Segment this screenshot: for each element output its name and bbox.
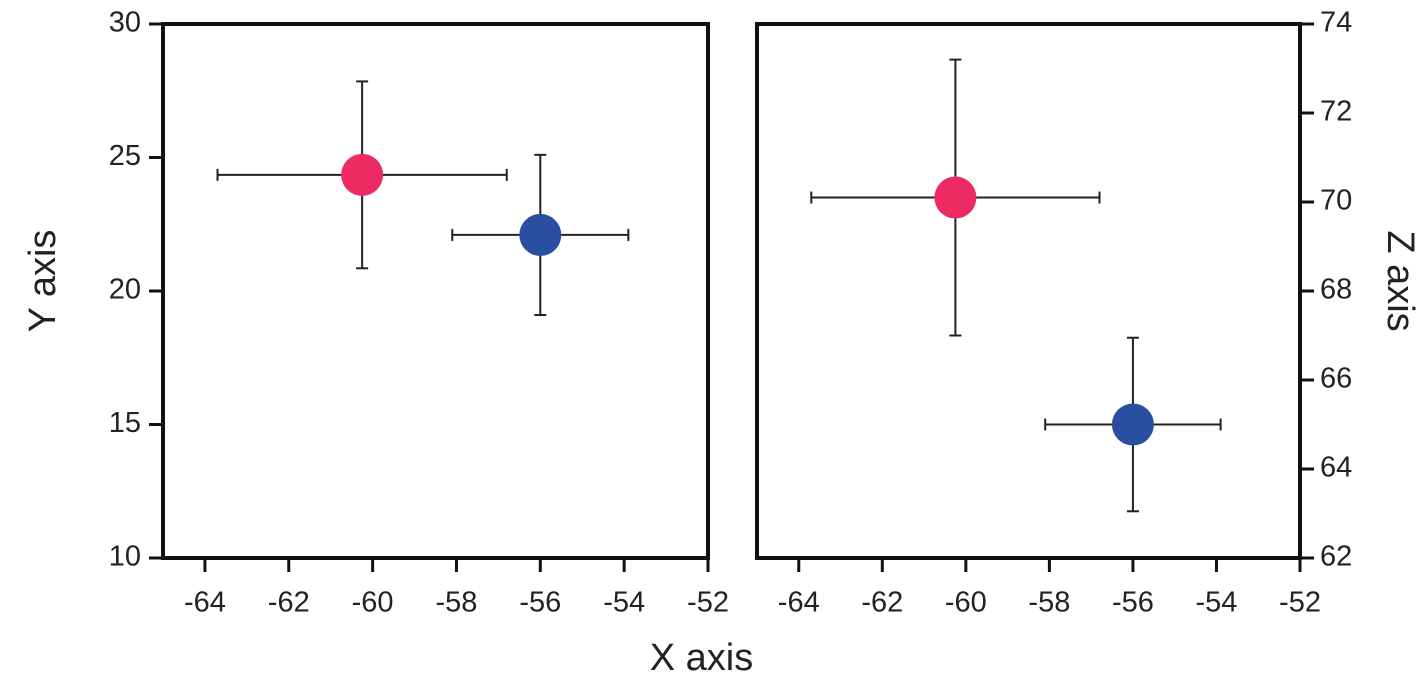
plot-frame [161, 22, 710, 560]
point [519, 213, 562, 256]
plot-frame [755, 22, 1302, 560]
x-tick-label: -52 [687, 587, 729, 619]
x-tick-label: -60 [945, 587, 987, 619]
x-tick-label: -64 [184, 587, 226, 619]
y-tick-label: 25 [109, 140, 141, 172]
x-tick-label: -54 [1196, 587, 1238, 619]
x-axis-label: X axis [650, 637, 753, 679]
x-tick-label: -58 [1028, 587, 1070, 619]
x-tick-label: -56 [519, 587, 561, 619]
y-tick-label: 72 [1320, 96, 1352, 128]
y-tick-label: 70 [1320, 185, 1352, 217]
y-tick-label: 30 [109, 7, 141, 39]
x-tick-label: -62 [268, 587, 310, 619]
x-tick-label: -54 [603, 587, 645, 619]
point [1111, 403, 1154, 446]
x-tick-label: -64 [778, 587, 820, 619]
x-tick-label: -52 [1279, 587, 1321, 619]
x-tick-label: -62 [861, 587, 903, 619]
x-tick-label: -58 [436, 587, 478, 619]
y-tick-label: 10 [109, 541, 141, 573]
y-tick-label: 15 [109, 407, 141, 439]
x-tick-label: -60 [352, 587, 394, 619]
y-tick-label: 66 [1320, 363, 1352, 395]
y-axis-label: Z axis [1379, 230, 1421, 331]
y-tick-label: 74 [1320, 7, 1352, 39]
y-tick-label: 64 [1320, 452, 1352, 484]
x-tick-label: -56 [1112, 587, 1154, 619]
y-tick-label: 62 [1320, 541, 1352, 573]
point [341, 153, 384, 196]
y-axis-label: Y axis [22, 230, 64, 333]
point [934, 176, 977, 219]
y-tick-label: 20 [109, 274, 141, 306]
y-tick-label: 68 [1320, 274, 1352, 306]
